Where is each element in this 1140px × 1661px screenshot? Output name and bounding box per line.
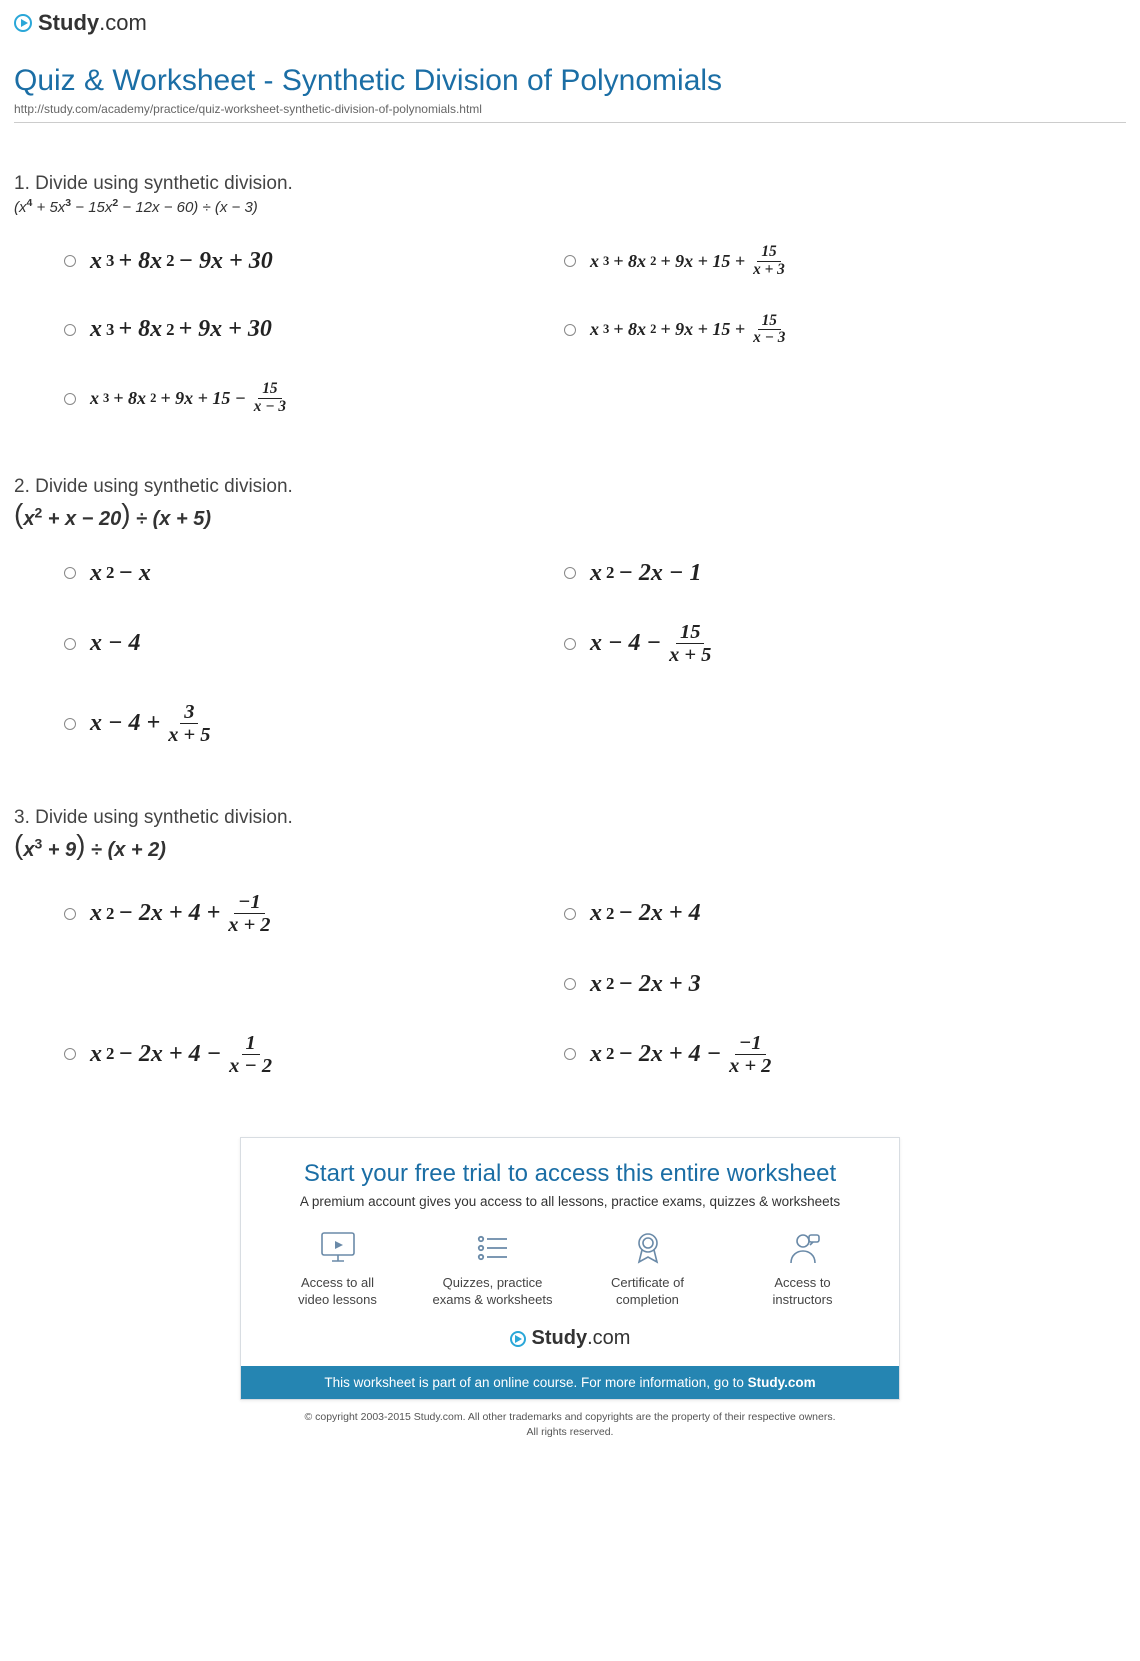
question-prompt: 1. Divide using synthetic division. — [14, 173, 1126, 195]
radio-icon[interactable] — [64, 718, 76, 730]
promo-feature: Access toinstructors — [730, 1231, 875, 1309]
radio-icon[interactable] — [564, 567, 576, 579]
answer-math: x3 + 8x2 + 9x + 15 − 15x − 3 — [90, 381, 290, 416]
radio-icon[interactable] — [64, 638, 76, 650]
answer-option[interactable]: x2 − 2x + 4 − −1x + 2 — [564, 1032, 1044, 1078]
radio-icon[interactable] — [564, 978, 576, 990]
radio-icon[interactable] — [64, 324, 76, 336]
answer-math: x2 − 2x + 4 — [590, 900, 701, 927]
promo-title: Start your free trial to access this ent… — [265, 1160, 875, 1188]
page-url: http://study.com/academy/practice/quiz-w… — [14, 102, 1126, 123]
answer-math: x − 4 − 15x + 5 — [590, 621, 715, 667]
radio-icon[interactable] — [564, 1048, 576, 1060]
answer-math: x2 − 2x + 3 — [590, 971, 701, 998]
answer-option[interactable]: x2 − 2x + 4 − 1x − 2 — [64, 1032, 544, 1078]
options-grid: x2 − x x2 − 2x − 1 x − 4 x − 4 − 15x + 5 x −… — [14, 560, 1126, 747]
promo-bar-link[interactable]: Study.com — [748, 1375, 816, 1390]
answer-option[interactable]: x − 4 − 15x + 5 — [564, 621, 1044, 667]
promo-card: Start your free trial to access this ent… — [240, 1137, 900, 1400]
brand-logo: Study.com — [14, 10, 1126, 36]
answer-math: x3 + 8x2 + 9x + 15 + 15x + 3 — [590, 244, 789, 279]
options-grid: x3 + 8x2 − 9x + 30 x3 + 8x2 + 9x + 15 + 1… — [14, 244, 1126, 416]
questions-container: 1. Divide using synthetic division. (x4 +… — [14, 173, 1126, 1077]
promo-bar[interactable]: This worksheet is part of an online cour… — [241, 1366, 899, 1399]
list-icon — [473, 1231, 513, 1265]
answer-option[interactable]: x3 + 8x2 + 9x + 15 − 15x − 3 — [64, 381, 1044, 416]
options-grid: x2 − 2x + 4 + −1x + 2 x2 − 2x + 4 x2 − 2x … — [14, 891, 1126, 1078]
radio-icon[interactable] — [64, 255, 76, 267]
promo-brand-text: Study.com — [532, 1327, 631, 1350]
answer-math: x − 4 + 3x + 5 — [90, 701, 214, 747]
answer-option[interactable]: x − 4 — [64, 621, 544, 667]
answer-math: x2 − x — [90, 560, 151, 587]
person-icon — [783, 1231, 823, 1265]
question: 3. Divide using synthetic division.(x3 +… — [14, 807, 1126, 1078]
copyright: © copyright 2003-2015 Study.com. All oth… — [240, 1410, 900, 1439]
question-prompt: 2. Divide using synthetic division. — [14, 476, 1126, 498]
answer-option[interactable]: x2 − 2x + 4 — [564, 891, 1044, 937]
answer-option[interactable]: x2 − x — [64, 560, 544, 587]
promo-feature-caption: Certificate ofcompletion — [611, 1275, 684, 1309]
radio-icon[interactable] — [564, 255, 576, 267]
promo-feature: Access to allvideo lessons — [265, 1231, 410, 1309]
answer-option[interactable]: x2 − 2x + 4 + −1x + 2 — [64, 891, 544, 937]
question: 2. Divide using synthetic division.(x2 +… — [14, 476, 1126, 747]
answer-option[interactable]: x2 − 2x − 1 — [564, 560, 1044, 587]
answer-option[interactable]: x3 + 8x2 + 9x + 30 — [64, 313, 544, 348]
radio-icon[interactable] — [564, 324, 576, 336]
promo-feature-caption: Access to allvideo lessons — [298, 1275, 377, 1309]
question-expression: (x4 + 5x3 − 15x2 − 12x − 60) ÷ (x − 3) — [14, 197, 1126, 216]
ribbon-icon — [628, 1231, 668, 1265]
promo-feature: Quizzes, practiceexams & worksheets — [420, 1231, 565, 1309]
answer-option[interactable]: x3 + 8x2 + 9x + 15 + 15x − 3 — [564, 313, 1044, 348]
promo-wrap: Start your free trial to access this ent… — [14, 1137, 1126, 1439]
question: 1. Divide using synthetic division. (x4 +… — [14, 173, 1126, 416]
answer-math: x3 + 8x2 + 9x + 15 + 15x − 3 — [590, 313, 789, 348]
question-expression: (x3 + 9) ÷ (x + 2) — [14, 831, 1126, 863]
answer-math: x2 − 2x − 1 — [590, 560, 701, 587]
question-expression: (x2 + x − 20) ÷ (x + 5) — [14, 500, 1126, 532]
promo-bar-text: This worksheet is part of an online cour… — [324, 1375, 747, 1390]
promo-feature-caption: Access toinstructors — [773, 1275, 833, 1309]
promo-feature-caption: Quizzes, practiceexams & worksheets — [433, 1275, 553, 1309]
radio-icon[interactable] — [64, 393, 76, 405]
answer-math: x2 − 2x + 4 + −1x + 2 — [90, 891, 275, 937]
play-icon — [14, 14, 32, 32]
promo-feature: Certificate ofcompletion — [575, 1231, 720, 1309]
answer-math: x − 4 — [90, 630, 141, 657]
answer-math: x2 − 2x + 4 − −1x + 2 — [590, 1032, 775, 1078]
radio-icon[interactable] — [564, 908, 576, 920]
promo-subtitle: A premium account gives you access to al… — [265, 1194, 875, 1209]
brand-text: Study.com — [38, 10, 147, 36]
page-title: Quiz & Worksheet - Synthetic Division of… — [14, 64, 1126, 98]
answer-math: x2 − 2x + 4 − 1x − 2 — [90, 1032, 276, 1078]
radio-icon[interactable] — [564, 638, 576, 650]
answer-option[interactable]: x − 4 + 3x + 5 — [64, 701, 1044, 747]
radio-icon[interactable] — [64, 908, 76, 920]
promo-brand: Study.com — [265, 1327, 875, 1350]
answer-math: x3 + 8x2 + 9x + 30 — [90, 316, 272, 343]
answer-option[interactable]: x2 − 2x + 3 — [564, 971, 1044, 998]
play-icon — [510, 1331, 526, 1347]
monitor-icon — [318, 1231, 358, 1265]
question-prompt: 3. Divide using synthetic division. — [14, 807, 1126, 829]
answer-option[interactable]: x3 + 8x2 + 9x + 15 + 15x + 3 — [564, 244, 1044, 279]
answer-option[interactable]: x3 + 8x2 − 9x + 30 — [64, 244, 544, 279]
answer-math: x3 + 8x2 − 9x + 30 — [90, 248, 273, 275]
promo-features: Access to allvideo lessons Quizzes, pract… — [265, 1231, 875, 1309]
radio-icon[interactable] — [64, 1048, 76, 1060]
radio-icon[interactable] — [64, 567, 76, 579]
